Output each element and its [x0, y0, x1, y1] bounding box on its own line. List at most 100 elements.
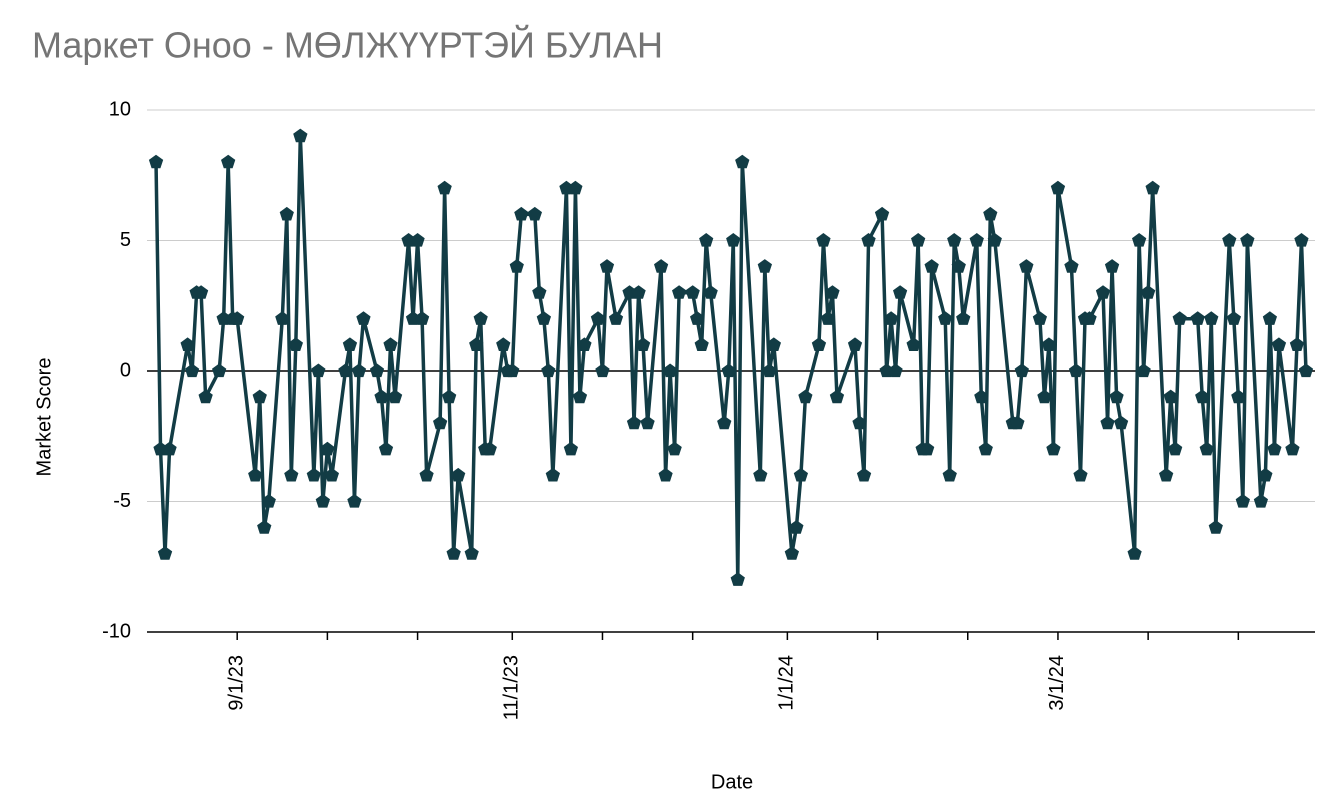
- marker: [631, 285, 646, 299]
- marker: [856, 467, 872, 482]
- marker: [293, 128, 308, 143]
- marker: [1104, 259, 1120, 273]
- x-axis-title: Date: [711, 771, 753, 793]
- marker: [1159, 467, 1174, 482]
- marker: [703, 285, 718, 299]
- marker: [1019, 259, 1034, 273]
- y-tick-label: 10: [109, 98, 131, 120]
- marker: [893, 285, 908, 299]
- marker: [789, 520, 804, 534]
- marker: [563, 441, 578, 456]
- marker: [721, 363, 736, 378]
- marker: [212, 363, 227, 378]
- marker: [356, 311, 371, 325]
- marker: [1109, 389, 1124, 404]
- marker: [248, 467, 263, 482]
- marker: [279, 206, 294, 221]
- marker: [306, 467, 321, 482]
- marker: [730, 572, 745, 586]
- marker: [1208, 520, 1223, 534]
- marker: [1132, 233, 1147, 247]
- marker: [667, 441, 682, 456]
- marker: [369, 363, 385, 378]
- x-tick-label: 11/1/23: [501, 655, 523, 720]
- marker: [690, 311, 705, 325]
- marker: [829, 389, 845, 404]
- y-tick-label: 5: [120, 229, 131, 251]
- marker: [1204, 311, 1219, 325]
- marker: [911, 233, 926, 247]
- marker: [685, 285, 700, 299]
- marker: [726, 233, 741, 247]
- marker: [1262, 311, 1277, 325]
- marker: [1298, 363, 1314, 378]
- marker: [532, 285, 547, 299]
- marker: [663, 363, 678, 378]
- marker: [1064, 259, 1079, 273]
- marker: [847, 337, 863, 351]
- marker: [974, 389, 989, 404]
- marker: [252, 389, 267, 404]
- marker: [338, 363, 353, 378]
- marker: [311, 363, 326, 378]
- marker: [568, 180, 583, 195]
- marker: [1294, 233, 1309, 247]
- marker: [956, 311, 971, 325]
- marker: [347, 494, 362, 508]
- x-tick-label: 1/1/24: [776, 655, 798, 711]
- marker: [1041, 337, 1057, 351]
- marker: [753, 467, 768, 482]
- marker: [185, 363, 200, 378]
- marker: [590, 311, 606, 325]
- marker: [947, 233, 962, 247]
- marker: [717, 415, 732, 430]
- y-tick-label: -5: [113, 490, 131, 512]
- marker: [1145, 180, 1160, 195]
- marker: [825, 285, 840, 299]
- marker: [545, 467, 560, 482]
- marker: [874, 206, 890, 221]
- marker: [1289, 337, 1305, 351]
- marker: [983, 206, 998, 221]
- marker: [699, 233, 714, 247]
- marker: [654, 259, 669, 273]
- marker: [1199, 441, 1214, 456]
- marker: [180, 337, 195, 351]
- marker: [816, 233, 831, 247]
- marker: [1240, 233, 1255, 247]
- marker: [451, 467, 466, 482]
- marker: [969, 233, 984, 247]
- x-tick-label: 3/1/24: [1046, 655, 1068, 711]
- x-tick-label: 9/1/23: [225, 655, 247, 711]
- marker: [735, 154, 750, 169]
- series-line: [154, 134, 1308, 582]
- marker: [861, 233, 876, 247]
- marker: [261, 494, 276, 508]
- marker: [433, 415, 448, 430]
- marker: [415, 311, 430, 325]
- marker: [1114, 415, 1129, 430]
- marker: [906, 337, 921, 351]
- marker: [1141, 285, 1156, 299]
- marker: [148, 154, 164, 169]
- marker: [473, 311, 488, 325]
- marker: [509, 259, 524, 273]
- marker: [514, 206, 529, 221]
- marker: [1267, 441, 1282, 456]
- marker: [1285, 441, 1300, 456]
- marker: [1253, 494, 1268, 508]
- marker: [1127, 546, 1142, 560]
- marker: [793, 467, 808, 482]
- marker: [536, 311, 551, 325]
- marker: [1014, 363, 1029, 378]
- marker: [762, 363, 777, 378]
- marker: [162, 441, 177, 456]
- marker: [1100, 415, 1115, 430]
- y-tick-label: 0: [120, 359, 131, 381]
- marker: [1032, 311, 1047, 325]
- marker: [920, 441, 935, 456]
- marker: [1231, 389, 1246, 404]
- marker: [446, 546, 461, 560]
- marker: [1168, 441, 1183, 456]
